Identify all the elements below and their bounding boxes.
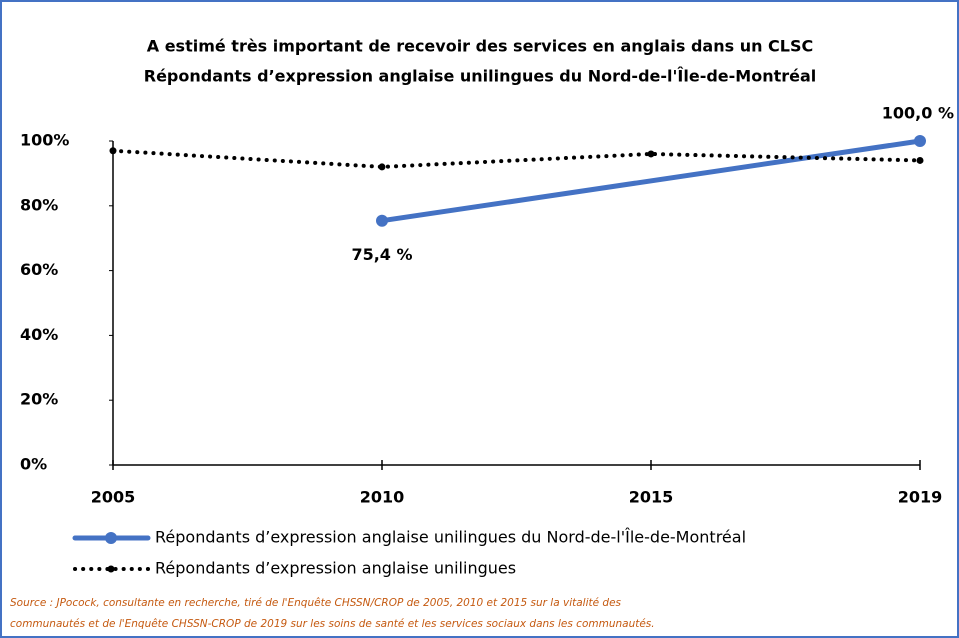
x-tick-label: 2005 <box>91 488 136 507</box>
x-tick-label: 2019 <box>898 488 943 507</box>
legend-marker <box>105 532 117 544</box>
source: Source : JPocock, consultante en recherc… <box>10 597 622 609</box>
point <box>376 214 388 227</box>
y-tick-label: 100% <box>20 131 69 150</box>
y-tick-label: 80% <box>20 195 58 214</box>
x-tick-label: 2010 <box>360 488 405 507</box>
series-line <box>379 138 923 224</box>
y-tick-label: 60% <box>20 260 58 279</box>
y-tick-label: 20% <box>20 390 58 409</box>
point <box>916 156 924 164</box>
data-label: 75,4 % <box>351 245 412 264</box>
point <box>914 135 926 147</box>
legend-marker <box>107 565 115 573</box>
data-label: 100,0 % <box>882 104 954 123</box>
point <box>378 163 386 171</box>
point <box>109 147 117 155</box>
series-line <box>111 148 922 169</box>
y-tick-label: 40% <box>20 325 58 344</box>
chart-subtitle: Répondants d’expression anglaise uniling… <box>144 67 817 86</box>
legend-label: Répondants d’expression anglaise uniling… <box>155 559 516 578</box>
chart-title: A estimé très important de recevoir des … <box>147 37 814 56</box>
y-tick-label: 0% <box>20 455 47 474</box>
x-tick-label: 2015 <box>629 488 674 507</box>
legend-label: Répondants d’expression anglaise uniling… <box>155 528 746 547</box>
source: communautés et de l'Enquête CHSSN-CROP d… <box>10 618 655 630</box>
point <box>647 150 655 158</box>
